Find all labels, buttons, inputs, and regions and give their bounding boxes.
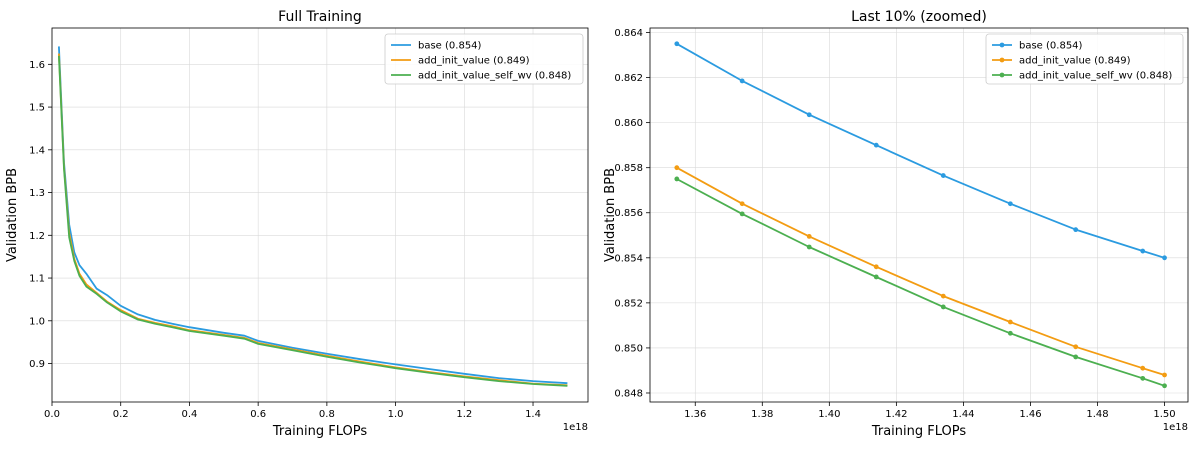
y-tick-label: 1.3 <box>29 188 45 199</box>
x-tick-label: 0.8 <box>319 409 335 420</box>
data-point <box>873 274 879 280</box>
data-point <box>873 264 879 270</box>
y-tick-label: 1.2 <box>29 231 45 242</box>
series-line-3 <box>58 55 568 387</box>
y-tick-label: 0.850 <box>614 343 643 354</box>
data-point <box>1140 375 1146 381</box>
chart-panel-2: 1.36 1.38 1.40 1.42 1.44 1.46 1.48 1.50 0.848 0.8… <box>603 9 1189 439</box>
y-tick-label: 0.9 <box>29 359 45 370</box>
data-point <box>1007 201 1013 207</box>
x-tick-label: 0.0 <box>44 409 60 420</box>
data-point <box>674 165 680 171</box>
legend-entry: add_init_value (0.849) <box>418 56 530 67</box>
x-tick-label: 1.44 <box>952 409 974 420</box>
data-point <box>940 304 946 310</box>
y-tick-label: 0.864 <box>614 28 643 39</box>
data-point <box>1073 354 1079 360</box>
y-axis-label: Validation BPB <box>5 168 20 262</box>
x-tick-label: 0.2 <box>113 409 129 420</box>
legend-entry: base (0.854) <box>418 41 482 52</box>
data-point <box>1073 344 1079 350</box>
data-point <box>940 293 946 299</box>
x-tick-label: 1.48 <box>1086 409 1108 420</box>
x-tick-label: 1.2 <box>456 409 472 420</box>
data-point <box>1007 319 1013 325</box>
x-tick-label: 1.46 <box>1019 409 1041 420</box>
data-point <box>739 201 745 207</box>
y-tick-label: 0.848 <box>614 388 643 399</box>
x-tick-label: 1.4 <box>525 409 541 420</box>
y-tick-label: 0.856 <box>614 208 643 219</box>
y-tick-label: 1.5 <box>29 103 45 114</box>
y-tick-label: 0.858 <box>614 163 643 174</box>
data-point <box>1140 248 1146 254</box>
x-tick-label: 0.4 <box>181 409 197 420</box>
x-tick-label: 1.42 <box>885 409 907 420</box>
legend-entry: add_init_value_self_wv (0.848) <box>418 71 571 82</box>
x-tick-label: 1.40 <box>818 409 840 420</box>
series-line-2 <box>58 53 568 387</box>
legend-box <box>384 33 584 85</box>
y-tick-label: 1.1 <box>29 274 45 285</box>
plot-frame <box>51 27 589 403</box>
legend-marker <box>999 72 1005 78</box>
y-tick-label: 0.854 <box>614 253 643 264</box>
x-tick-label: 1.0 <box>388 409 404 420</box>
y-tick-label: 0.860 <box>614 118 643 129</box>
data-point <box>739 211 745 217</box>
legend-entry: add_init_value_self_wv (0.848) <box>1019 71 1172 82</box>
legend: base (0.854) add_init_value (0.849) add_in… <box>985 33 1184 85</box>
x-tick-label: 1.36 <box>684 409 706 420</box>
x-axis-label: Training FLOPs <box>272 424 368 439</box>
data-point <box>1162 383 1167 389</box>
series-line-1 <box>58 46 568 385</box>
data-point <box>1162 372 1167 378</box>
y-tick-label: 1.0 <box>29 316 45 327</box>
legend-marker <box>999 57 1005 63</box>
chart-panel-1: 0.0 0.2 0.4 0.6 0.8 1.0 1.2 1.4 0.9 1.0 1.1 1.2 1.3 1… <box>5 9 589 439</box>
data-point <box>806 234 812 239</box>
x-tick-label: 0.6 <box>250 409 266 420</box>
x-tick-label: 1.38 <box>751 409 773 420</box>
y-tick-label: 1.6 <box>29 60 45 71</box>
data-point <box>1140 365 1146 371</box>
data-point <box>739 78 745 84</box>
data-point <box>1007 330 1013 336</box>
series-line-3 <box>676 178 1165 387</box>
data-point <box>674 176 680 182</box>
legend: base (0.854) add_init_value (0.849) add_in… <box>384 33 584 85</box>
y-tick-label: 1.4 <box>29 145 45 156</box>
data-point <box>940 173 946 178</box>
data-point <box>674 41 680 47</box>
data-point <box>806 244 812 250</box>
chart-title: Full Training <box>278 9 362 25</box>
legend-marker <box>999 42 1005 48</box>
legend-box <box>985 33 1184 85</box>
x-offset-label: 1e18 <box>1163 422 1188 433</box>
legend-entry: base (0.854) <box>1019 41 1083 52</box>
x-offset-label: 1e18 <box>563 422 588 433</box>
chart-title: Last 10% (zoomed) <box>851 9 987 25</box>
data-point <box>806 112 812 118</box>
x-axis-label: Training FLOPs <box>871 424 967 439</box>
x-tick-label: 1.50 <box>1153 409 1175 420</box>
y-tick-label: 0.862 <box>614 73 643 84</box>
series-line-2 <box>676 166 1165 376</box>
y-tick-label: 0.852 <box>614 298 643 309</box>
plot-frame <box>649 27 1189 403</box>
data-point <box>873 142 879 148</box>
legend-entry: add_init_value (0.849) <box>1019 56 1131 67</box>
data-point <box>1073 227 1079 233</box>
data-point <box>1162 255 1167 261</box>
y-axis-label: Validation BPB <box>603 168 618 262</box>
